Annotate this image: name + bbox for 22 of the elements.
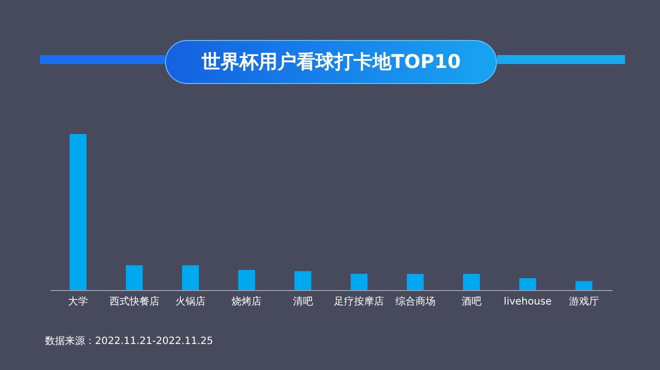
- bar: [294, 271, 312, 290]
- x-tick-label: 足疗按摩店: [334, 296, 384, 308]
- x-tick-label: 清吧: [292, 296, 313, 308]
- bar: [238, 270, 256, 290]
- x-tick-label: 烧烤店: [232, 296, 262, 308]
- x-tick-label: 西式快餐店: [109, 296, 160, 308]
- x-tick-label: 综合商场: [395, 296, 436, 308]
- bar: [406, 274, 424, 290]
- bar: [463, 274, 480, 290]
- source-note: 数据来源：2022.11.21-2022.11.25: [45, 334, 214, 348]
- x-tick-label: 游戏厅: [568, 296, 599, 308]
- bar: [519, 278, 536, 290]
- bar: [575, 281, 592, 290]
- bar: [126, 265, 143, 290]
- bar: [182, 265, 199, 290]
- bar: [350, 274, 368, 290]
- x-tick-label: 酒吧: [462, 296, 482, 308]
- bar: [70, 134, 87, 290]
- x-tick-label: livehouse: [504, 296, 552, 308]
- x-tick-label: 火锅店: [176, 296, 206, 308]
- x-tick-label: 大学: [68, 296, 88, 308]
- chart-title: 世界杯用户看球打卡地TOP10: [165, 40, 497, 84]
